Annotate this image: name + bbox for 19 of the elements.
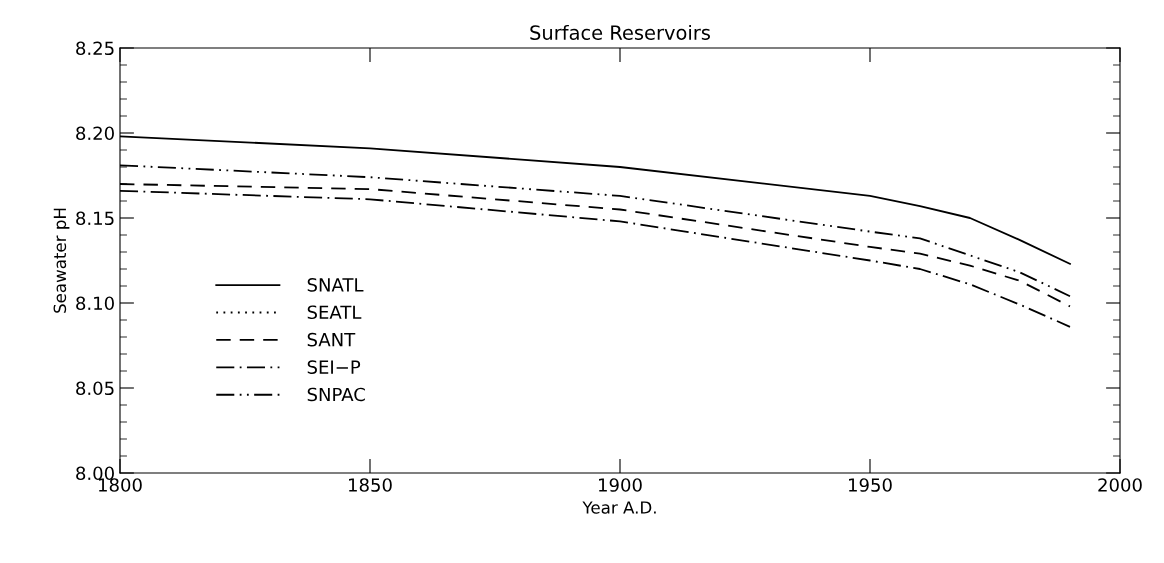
x-axis-title: Year A.D. [582,501,656,514]
y-tick-label: 8.05 [76,381,114,396]
x-tick-label: 2000 [1098,478,1142,492]
x-tick-label: 1950 [849,478,892,492]
y-axis-title: Seawater pH [53,208,70,313]
legend-label: SEI−P [307,360,361,374]
chart-title: Surface Reservoirs [530,24,710,40]
y-tick-label: 8.20 [76,126,114,141]
y-tick-label: 8.10 [76,296,114,311]
legend-label: SNPAC [307,387,365,402]
x-tick-label: 1850 [349,478,392,492]
x-tick-label: 1800 [99,478,142,492]
y-tick-label: 8.00 [76,466,114,481]
legend-label: SNATL [307,278,364,292]
legend-label: SEATL [307,305,362,320]
y-tick-label: 8.25 [76,41,114,56]
legend-label: SANT [307,332,356,347]
y-tick-label: 8.15 [76,211,114,226]
x-tick-label: 1900 [599,478,642,492]
